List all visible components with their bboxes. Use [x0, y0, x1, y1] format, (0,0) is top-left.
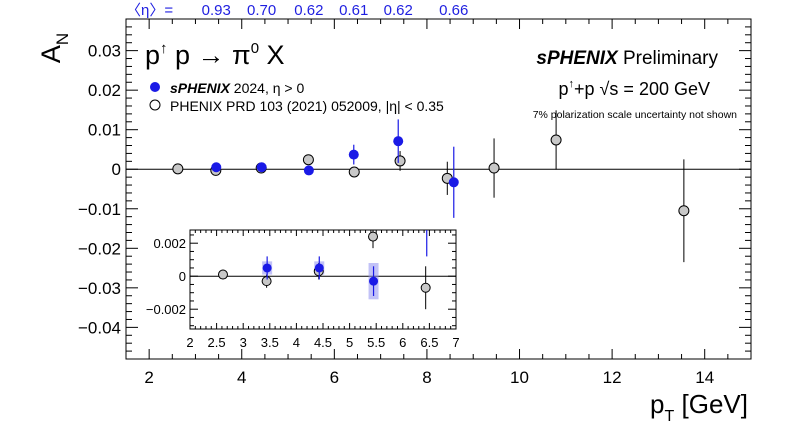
- plot-frame: [125, 18, 752, 360]
- sphenix-point: [393, 136, 404, 147]
- inset-sphenix-point: [369, 276, 379, 286]
- legend-marker-sphenix: [150, 82, 160, 92]
- sphenix-point: [303, 165, 314, 176]
- phenix-point: [172, 163, 184, 175]
- eta-value: 0.70: [247, 2, 276, 19]
- inset-data-points: [217, 230, 431, 310]
- legend-marker-phenix: [149, 99, 161, 111]
- x-tick-label: 2: [144, 368, 153, 387]
- inset-y-tick-label: 0.002: [153, 236, 186, 251]
- inset-x-tick-label: 3.5: [261, 335, 279, 350]
- phenix-point: [550, 134, 562, 146]
- inset-x-tick-label: 2: [186, 335, 193, 350]
- inset-x-tick-label: 4.5: [314, 335, 332, 350]
- x-axis-label: pT [GeV]: [650, 389, 748, 425]
- y-tick-label: 0: [112, 160, 121, 179]
- inset-x-tick-label: 7: [452, 335, 459, 350]
- main-data-points: [172, 110, 690, 263]
- inset-x-tick-label: 2.5: [208, 335, 226, 350]
- eta-value: 0.61: [339, 2, 368, 19]
- eta-value: 0.62: [384, 2, 413, 19]
- sphenix-point: [448, 177, 459, 188]
- y-axis-label: AN: [36, 33, 72, 63]
- inset-x-tick-label: 6: [399, 335, 406, 350]
- y-tick-label: 0.03: [88, 42, 121, 61]
- y-tick-label: −0.04: [78, 318, 121, 337]
- x-tick-label: 6: [330, 368, 339, 387]
- inset-phenix-point: [420, 282, 431, 293]
- experiment-label: sPHENIX Preliminary: [536, 48, 718, 69]
- main-axis-ticks: 2 4 6 8 10 12 14 0.03 0.02 0.01 0 −0.01 −0.02 −0.03 −0…: [78, 18, 751, 387]
- phenix-point: [302, 154, 314, 166]
- phenix-point: [348, 166, 360, 178]
- y-tick-label: −0.03: [78, 279, 121, 298]
- eta-values: 0.93 0.70 0.62 0.61 0.62 0.66: [202, 2, 469, 19]
- inset-sphenix-point: [314, 263, 324, 273]
- phenix-point: [678, 205, 690, 217]
- inset-phenix-point: [217, 269, 228, 280]
- y-tick-label: −0.01: [78, 200, 121, 219]
- legend-label-sphenix: sPHENIX 2024, η > 0: [170, 80, 304, 96]
- y-tick-label: 0.01: [88, 121, 121, 140]
- eta-value: 0.62: [294, 2, 323, 19]
- inset-x-tick-label: 4: [293, 335, 300, 350]
- x-tick-label: 12: [603, 368, 622, 387]
- energy-label: p↑+p √s = 200 GeV: [559, 78, 710, 99]
- sphenix-point: [256, 162, 267, 173]
- y-tick-label: 0.02: [88, 81, 121, 100]
- scale-note: 7% polarization scale uncertainty not sh…: [533, 109, 737, 121]
- sphenix-point: [348, 149, 359, 160]
- inset-sphenix-point: [262, 263, 272, 273]
- eta-value: 0.66: [439, 2, 468, 19]
- chart-title: p↑ p → π0 X: [145, 40, 285, 70]
- phenix-point: [394, 155, 406, 167]
- x-tick-label: 10: [510, 368, 529, 387]
- eta-value: 0.93: [202, 2, 231, 19]
- sphenix-point: [211, 162, 222, 173]
- x-tick-label: 4: [237, 368, 246, 387]
- legend-label-phenix: PHENIX PRD 103 (2021) 052009, |η| < 0.35: [170, 98, 444, 114]
- inset-y-tick-label: −0.002: [146, 302, 186, 317]
- inset-x-tick-label: 5: [346, 335, 353, 350]
- inset-frame: [189, 229, 457, 330]
- y-tick-label: −0.02: [78, 239, 121, 258]
- inset-x-tick-label: 5.5: [367, 335, 385, 350]
- phenix-point: [488, 162, 500, 174]
- x-tick-label: 14: [695, 368, 714, 387]
- inset-y-tick-label: 0: [179, 269, 186, 284]
- inset-axis-ticks: 2 2.5 3 3.5 4 4.5 5 5.5 6 6.5 7 0.002 0 −0.002: [146, 230, 460, 350]
- x-tick-label: 8: [422, 368, 431, 387]
- inset-x-tick-label: 6.5: [420, 335, 438, 350]
- eta-label: 〈η〉=: [126, 2, 173, 19]
- inset-phenix-point: [368, 231, 379, 242]
- inset-x-tick-label: 3: [240, 335, 247, 350]
